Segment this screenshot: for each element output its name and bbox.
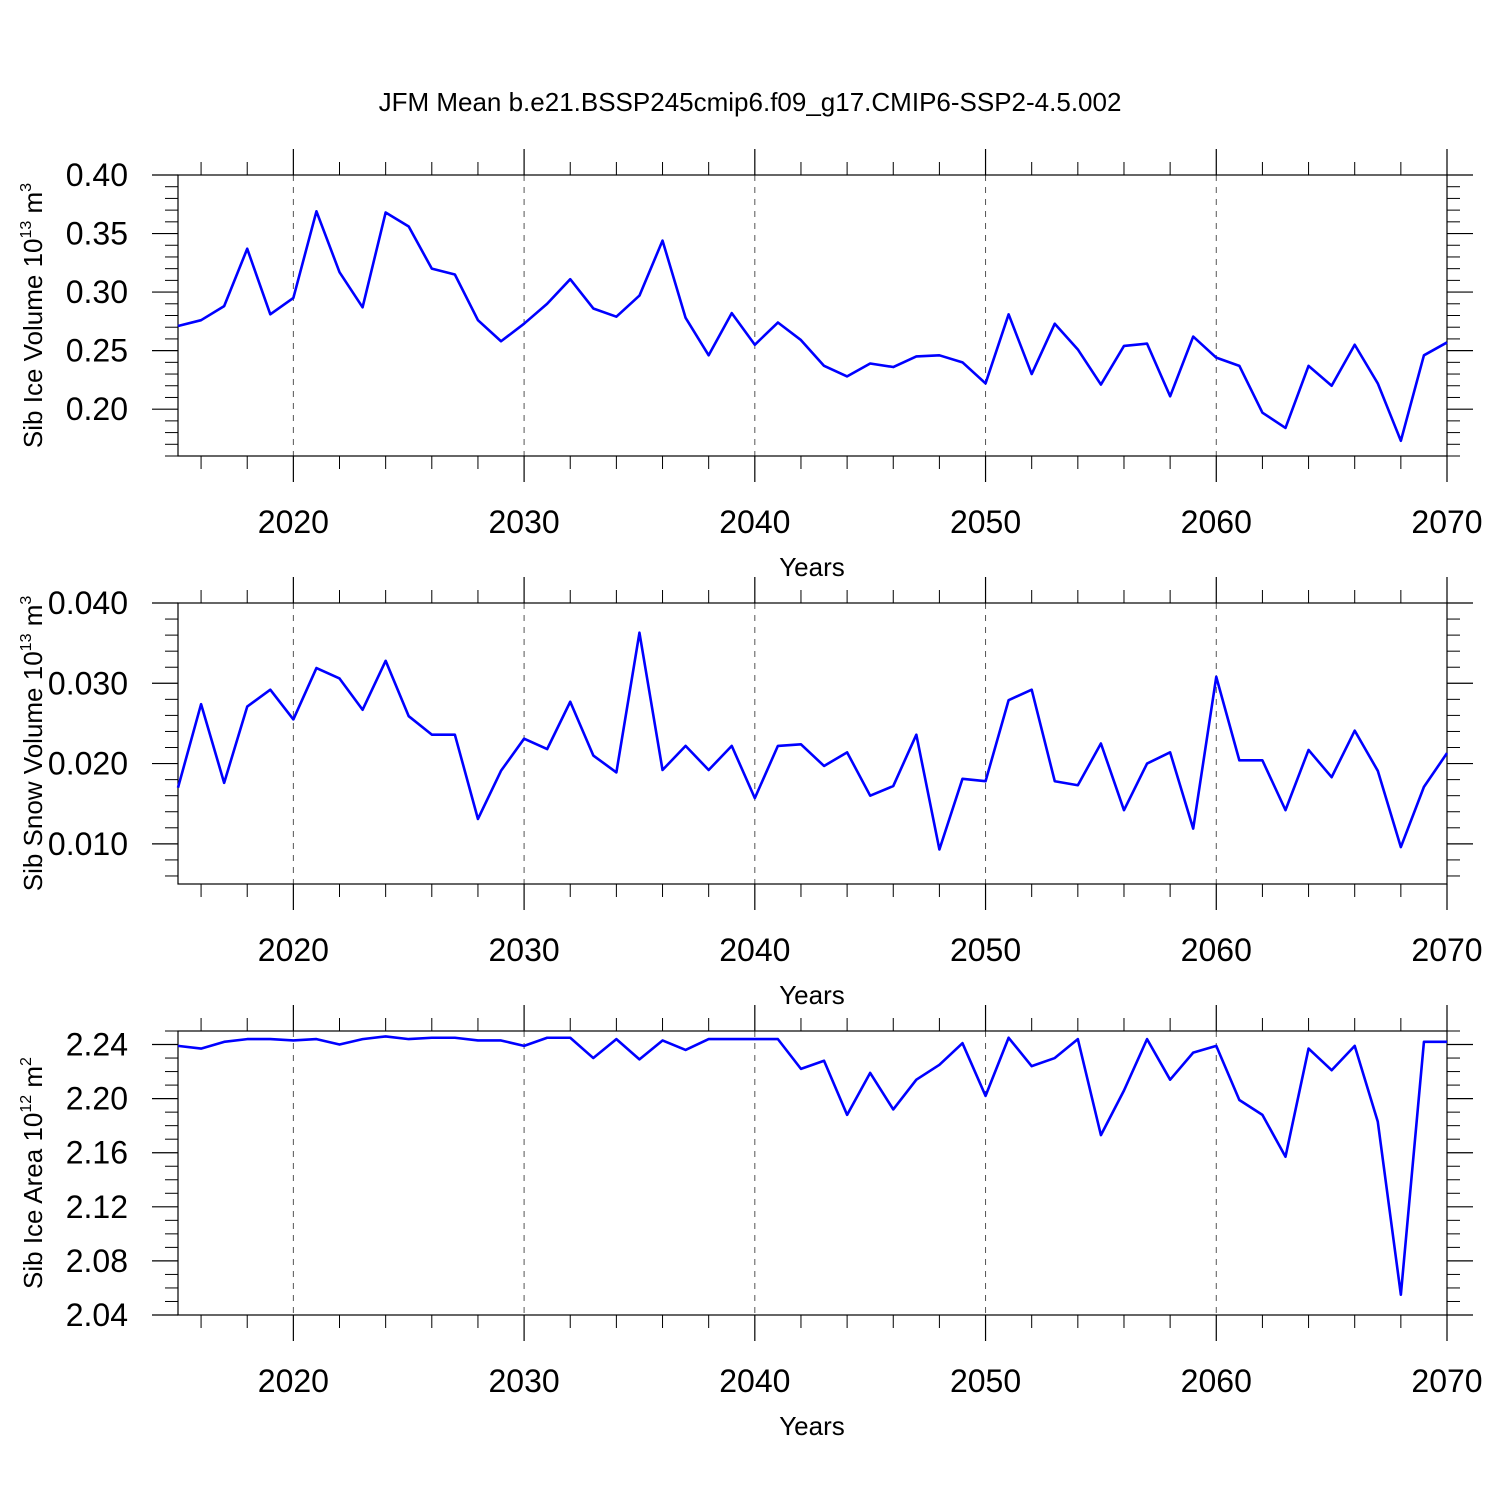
x-tick-label: 2070 bbox=[1411, 504, 1482, 540]
y-tick-label: 2.20 bbox=[66, 1081, 128, 1117]
data-line bbox=[177, 1035, 1447, 1297]
x-tick-label: 2050 bbox=[950, 1363, 1021, 1399]
y-tick-label: 0.020 bbox=[48, 746, 128, 782]
y-axis-label-part: m bbox=[18, 192, 48, 221]
y-axis-label-part: Sib Ice Area 10 bbox=[18, 1113, 48, 1289]
x-tick-label: 2070 bbox=[1411, 932, 1482, 968]
y-tick-label: 2.24 bbox=[66, 1027, 128, 1063]
y-axis-label-part: m bbox=[18, 1066, 48, 1095]
x-tick-label: 2070 bbox=[1411, 1363, 1482, 1399]
y-tick-label: 0.25 bbox=[66, 333, 128, 369]
x-tick-label: 2030 bbox=[488, 932, 559, 968]
x-tick-label: 2030 bbox=[488, 504, 559, 540]
x-axis-label: Years bbox=[779, 552, 845, 582]
x-tick-label: 2030 bbox=[488, 1363, 559, 1399]
y-axis-label-superscript: 13 bbox=[18, 633, 35, 651]
x-tick-label: 2060 bbox=[1181, 1363, 1252, 1399]
x-tick-label: 2020 bbox=[258, 504, 329, 540]
x-tick-label: 2020 bbox=[258, 1363, 329, 1399]
x-tick-label: 2050 bbox=[950, 932, 1021, 968]
y-tick-label: 0.40 bbox=[66, 157, 128, 193]
x-tick-label: 2040 bbox=[719, 932, 790, 968]
y-tick-label: 2.12 bbox=[66, 1189, 128, 1225]
data-line bbox=[176, 631, 1449, 851]
plot-frame bbox=[177, 602, 1448, 885]
y-axis-label: Sib Ice Area 1012 m2 bbox=[18, 1057, 48, 1289]
x-tick-label: 2040 bbox=[719, 1363, 790, 1399]
x-tick-label: 2050 bbox=[950, 504, 1021, 540]
y-tick-label: 0.010 bbox=[48, 826, 128, 862]
x-tick-label: 2040 bbox=[719, 504, 790, 540]
y-axis-label-superscript: 3 bbox=[18, 596, 35, 605]
y-tick-label: 0.35 bbox=[66, 216, 128, 252]
y-tick-label: 0.20 bbox=[66, 391, 128, 427]
x-axis-label: Years bbox=[779, 980, 845, 1010]
y-tick-label: 0.040 bbox=[48, 585, 128, 621]
y-tick-label: 0.30 bbox=[66, 274, 128, 310]
y-axis-label: Sib Snow Volume 1013 m3 bbox=[18, 596, 48, 892]
x-tick-label: 2060 bbox=[1181, 932, 1252, 968]
chart-title: JFM Mean b.e21.BSSP245cmip6.f09_g17.CMIP… bbox=[379, 87, 1122, 117]
x-axis-label: Years bbox=[779, 1411, 845, 1441]
y-axis-label-superscript: 2 bbox=[18, 1057, 35, 1066]
y-axis-label-superscript: 3 bbox=[18, 183, 35, 192]
y-tick-label: 2.16 bbox=[66, 1135, 128, 1171]
x-tick-label: 2020 bbox=[258, 932, 329, 968]
x-tick-label: 2060 bbox=[1181, 504, 1252, 540]
data-line bbox=[177, 210, 1448, 443]
y-axis-label-superscript: 13 bbox=[18, 221, 35, 239]
plot-frame bbox=[177, 1030, 1448, 1316]
y-axis-label: Sib Ice Volume 1013 m3 bbox=[18, 183, 48, 448]
y-tick-label: 2.04 bbox=[66, 1297, 128, 1333]
y-tick-label: 0.030 bbox=[48, 665, 128, 701]
y-tick-label: 2.08 bbox=[66, 1243, 128, 1279]
y-axis-label-part: m bbox=[18, 605, 48, 634]
y-axis-label-part: Sib Snow Volume 10 bbox=[18, 651, 48, 891]
y-axis-label-part: Sib Ice Volume 10 bbox=[18, 239, 48, 449]
y-axis-label-superscript: 12 bbox=[18, 1095, 35, 1113]
